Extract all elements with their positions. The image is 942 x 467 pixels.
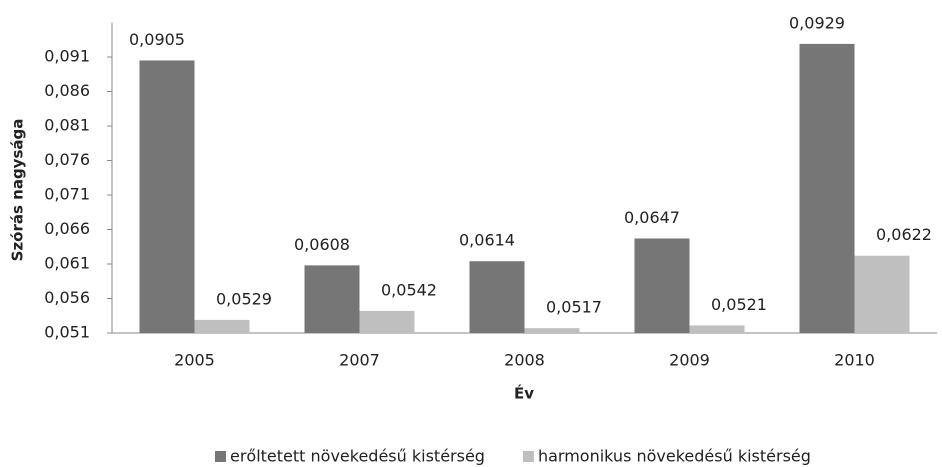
data-label: 0,0542 — [381, 280, 437, 299]
legend-swatch — [215, 451, 226, 462]
bar — [304, 265, 360, 333]
bar — [469, 261, 525, 333]
data-label: 0,0517 — [546, 298, 602, 317]
bar — [194, 319, 250, 333]
x-axis-title: Év — [514, 384, 534, 403]
y-tick-label: 0,076 — [44, 150, 90, 169]
y-axis-title: Szórás nagysága — [9, 119, 27, 262]
y-tick-label: 0,056 — [44, 288, 90, 307]
data-label: 0,0929 — [789, 13, 845, 32]
x-tick-label: 2007 — [339, 351, 380, 370]
y-tick-label: 0,051 — [44, 323, 90, 342]
data-label: 0,0614 — [459, 231, 515, 250]
x-tick-label: 2008 — [504, 351, 545, 370]
bar — [854, 255, 910, 333]
data-label: 0,0905 — [129, 30, 185, 49]
legend-label: harmonikus növekedésű kistérség — [538, 447, 811, 466]
bar — [634, 238, 690, 333]
data-label: 0,0647 — [624, 208, 680, 227]
data-label: 0,0622 — [876, 225, 932, 244]
y-tick-label: 0,086 — [44, 81, 90, 100]
data-label: 0,0529 — [216, 289, 272, 308]
y-tick-label: 0,091 — [44, 47, 90, 66]
bar — [139, 60, 195, 333]
data-label: 0,0608 — [294, 235, 350, 254]
bar — [689, 325, 745, 333]
data-label: 0,0521 — [711, 295, 767, 314]
legend-swatch — [522, 451, 534, 462]
y-tick-label: 0,061 — [44, 254, 90, 273]
bar — [359, 310, 415, 333]
x-tick-label: 2005 — [174, 351, 215, 370]
bar — [524, 328, 580, 333]
y-tick-label: 0,066 — [44, 219, 90, 238]
y-tick-label: 0,081 — [44, 116, 90, 135]
legend-label: erőltetett növekedésű kistérség — [230, 447, 485, 466]
x-tick-label: 2009 — [669, 351, 710, 370]
y-tick-label: 0,071 — [44, 185, 90, 204]
bar — [799, 43, 855, 333]
x-tick-label: 2010 — [834, 351, 875, 370]
